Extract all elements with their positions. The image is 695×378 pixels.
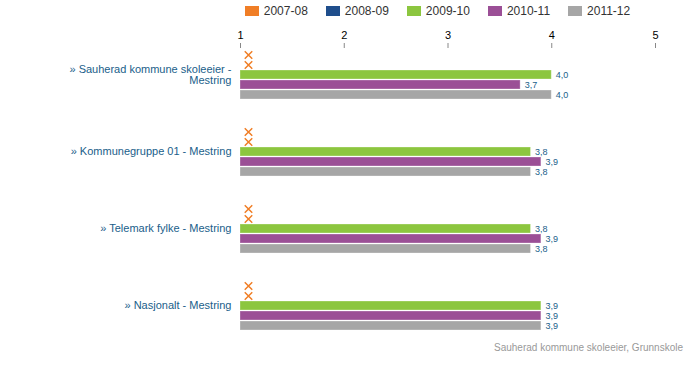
svg-text:» Sauherad kommune skoleeier -: » Sauherad kommune skoleeier -Mestring	[69, 63, 231, 86]
html-text:2010-11: 2010-11	[506, 4, 551, 18]
svg-text:3,9: 3,9	[545, 157, 558, 167]
svg-text:4,0: 4,0	[556, 90, 569, 100]
svg-text:3,9: 3,9	[545, 321, 558, 331]
svg-text:3,8: 3,8	[535, 224, 548, 234]
svg-text:2: 2	[341, 29, 347, 41]
svg-text:3,8: 3,8	[535, 147, 548, 157]
svg-text:3,8: 3,8	[535, 167, 548, 177]
svg-text:» Nasjonalt - Mestring: » Nasjonalt - Mestring	[125, 299, 232, 311]
html-text:2008-09: 2008-09	[344, 4, 389, 18]
svg-text:3,8: 3,8	[535, 244, 548, 254]
svg-text:3: 3	[445, 29, 451, 41]
svg-text:» Kommunegruppe 01 - Mestring: » Kommunegruppe 01 - Mestring	[71, 145, 232, 157]
html-text:2009-10: 2009-10	[425, 4, 470, 18]
html-text:2011-12: 2011-12	[587, 4, 631, 18]
svg-text:» Telemark fylke - Mestring: » Telemark fylke - Mestring	[100, 222, 231, 234]
svg-text:5: 5	[652, 29, 658, 41]
svg-text:3,9: 3,9	[545, 311, 558, 321]
svg-text:3,9: 3,9	[545, 301, 558, 311]
svg-text:3,9: 3,9	[545, 234, 558, 244]
svg-text:1: 1	[237, 29, 243, 41]
svg-text:4: 4	[549, 29, 555, 41]
svg-text:3,7: 3,7	[525, 80, 538, 90]
html-text:2007-08: 2007-08	[263, 4, 308, 18]
svg-text:4,0: 4,0	[556, 70, 569, 80]
html-text:Sauherad kommune skoleeier, Gr: Sauherad kommune skoleeier, Grunnskole	[494, 342, 683, 353]
